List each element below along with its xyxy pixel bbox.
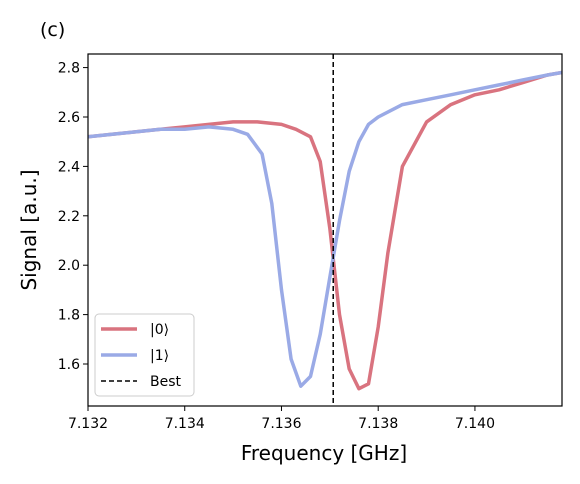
- y-tick-label: 2.6: [58, 110, 80, 126]
- series-line-0: [88, 70, 562, 391]
- plot-area: [88, 54, 562, 406]
- y-tick-label: 2.4: [58, 159, 80, 175]
- x-tick-label: 7.136: [261, 416, 301, 432]
- y-tick-label: 2.2: [58, 209, 80, 225]
- panel-label: (c): [40, 19, 65, 41]
- axes-frame: [87, 53, 563, 407]
- y-tick-label: 2.8: [58, 61, 80, 77]
- legend-label: |0⟩: [150, 322, 169, 338]
- y-tick-label: 1.6: [58, 357, 80, 373]
- y-tick-label: 1.8: [58, 308, 80, 324]
- x-axis-title: Frequency [GHz]: [241, 441, 407, 465]
- series-line-1: [88, 70, 562, 388]
- legend-label: Best: [150, 374, 182, 390]
- x-tick-label: 7.132: [68, 416, 108, 432]
- legend-label: |1⟩: [150, 348, 169, 364]
- legend: |0⟩ |1⟩ Best: [94, 313, 195, 397]
- y-tick-label: 2.0: [58, 258, 80, 274]
- y-axis-title: Signal [a.u.]: [17, 169, 41, 290]
- x-tick-label: 7.140: [455, 416, 495, 432]
- x-tick-label: 7.134: [165, 416, 205, 432]
- axes: 7.132 7.134 7.136 7.138 7.140 1.6 1.8 2.0 2.2 2.4…: [58, 53, 563, 432]
- x-tick-label: 7.138: [358, 416, 398, 432]
- legend-box: [94, 313, 195, 397]
